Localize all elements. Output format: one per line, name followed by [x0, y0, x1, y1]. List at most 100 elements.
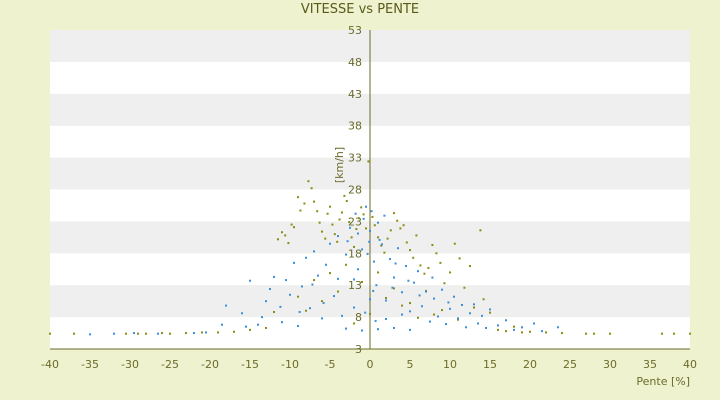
y-tick-label: 3 — [355, 343, 362, 356]
data-point — [521, 331, 523, 334]
data-point — [225, 304, 227, 307]
data-point — [301, 285, 303, 288]
data-point — [322, 302, 325, 305]
data-point — [361, 281, 363, 284]
data-point — [372, 289, 375, 292]
data-point — [431, 276, 434, 279]
x-tick-label: -20 — [201, 358, 219, 371]
data-point — [241, 312, 243, 315]
y-tick-label: 48 — [348, 56, 362, 69]
data-point — [329, 242, 331, 245]
x-tick-label: 30 — [603, 358, 617, 371]
data-point — [265, 300, 267, 303]
data-point — [297, 196, 299, 199]
data-point — [366, 252, 369, 255]
data-point — [346, 240, 349, 243]
data-point — [279, 305, 282, 308]
data-point — [417, 270, 419, 273]
data-point — [445, 323, 447, 326]
data-point — [317, 274, 319, 277]
data-point — [305, 309, 307, 312]
data-point — [497, 324, 499, 327]
data-point — [412, 256, 415, 259]
data-point — [381, 243, 383, 246]
data-point — [409, 249, 411, 252]
data-point — [427, 266, 430, 269]
data-point — [458, 257, 461, 260]
data-point — [393, 276, 395, 279]
data-point — [201, 331, 203, 334]
data-point — [479, 229, 482, 232]
data-point — [439, 261, 442, 264]
data-point — [357, 268, 359, 271]
x-tick-label: -40 — [41, 358, 59, 371]
data-point — [249, 279, 251, 282]
data-point — [380, 244, 383, 247]
data-point — [593, 332, 595, 335]
data-point — [298, 310, 301, 313]
data-point — [341, 314, 343, 317]
data-point — [407, 279, 410, 282]
data-point — [457, 317, 459, 320]
data-point — [394, 262, 397, 265]
data-point — [461, 303, 463, 306]
data-point — [145, 332, 147, 335]
data-point — [345, 253, 347, 256]
data-point — [489, 311, 491, 314]
data-point — [321, 300, 323, 303]
data-point — [449, 271, 451, 274]
data-point — [331, 223, 334, 226]
data-point — [336, 240, 339, 243]
data-point — [401, 291, 403, 294]
data-point — [221, 323, 223, 326]
y-tick-label: 8 — [355, 311, 362, 324]
data-point — [489, 308, 491, 311]
data-point — [49, 332, 51, 335]
y-tick-label: 18 — [348, 247, 362, 260]
data-point — [469, 312, 471, 315]
data-point — [393, 287, 395, 290]
data-point — [249, 328, 251, 331]
data-point — [343, 194, 346, 197]
data-point — [418, 294, 421, 297]
x-tick-label: 25 — [563, 358, 577, 371]
data-point — [297, 325, 299, 328]
data-point — [133, 332, 135, 335]
data-point — [273, 310, 275, 313]
x-tick-label: -5 — [325, 358, 336, 371]
data-point — [289, 293, 291, 296]
data-point — [375, 284, 378, 287]
data-point — [341, 211, 343, 214]
data-point — [89, 333, 91, 336]
data-point — [293, 226, 295, 229]
data-point — [369, 229, 371, 232]
data-point — [377, 328, 379, 331]
data-point — [73, 332, 75, 335]
data-point — [233, 330, 235, 333]
data-point — [437, 315, 439, 318]
data-point — [369, 312, 371, 315]
data-point — [561, 332, 563, 335]
data-point — [297, 295, 299, 298]
x-tick-label: 40 — [683, 358, 697, 371]
data-point — [125, 332, 127, 335]
data-point — [257, 323, 259, 326]
data-point — [185, 332, 187, 335]
data-point — [370, 210, 373, 213]
data-point — [469, 265, 471, 268]
data-point — [385, 299, 387, 302]
data-point — [409, 328, 411, 331]
data-point — [354, 212, 357, 215]
data-point — [473, 306, 475, 309]
data-point — [318, 221, 321, 224]
data-point — [661, 332, 663, 335]
data-point — [269, 288, 271, 291]
data-point — [350, 236, 353, 239]
data-point — [425, 290, 427, 293]
data-point — [371, 215, 374, 218]
data-point — [337, 277, 339, 280]
data-point — [453, 295, 455, 298]
data-point — [281, 321, 283, 324]
data-point — [217, 331, 219, 334]
